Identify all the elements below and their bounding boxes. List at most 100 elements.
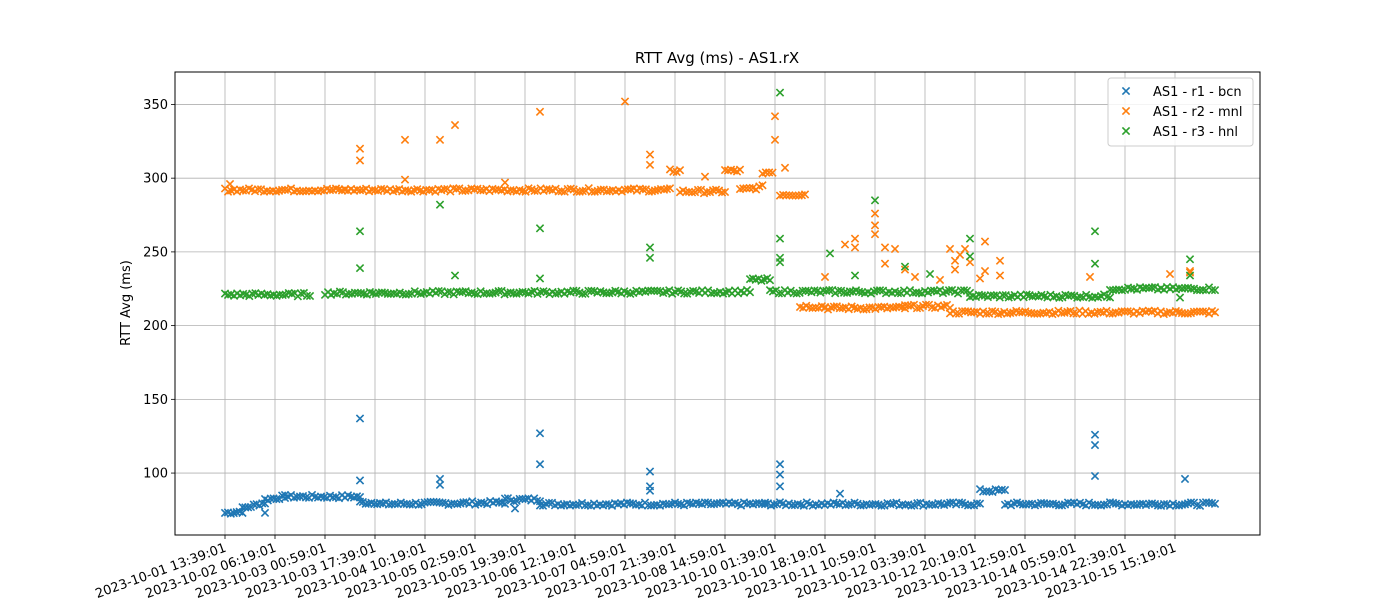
data-point [850,234,860,243]
data-point [1105,309,1114,318]
data-point [774,289,784,298]
y-tick-label: 150 [143,393,168,408]
data-point [870,209,880,218]
data-point [405,500,414,509]
data-point [509,497,518,506]
data-point [1064,291,1073,300]
data-point [482,288,491,298]
y-tick-label: 250 [143,245,168,260]
data-point [470,289,479,298]
data-point [1185,255,1195,264]
data-point [355,497,365,506]
data-point [1198,285,1208,295]
data-point [921,300,931,309]
data-point [890,244,900,254]
data-point [673,499,683,509]
data-point [355,414,365,423]
data-point [443,287,452,297]
data-point [453,499,462,509]
data-point [535,501,545,510]
data-point [1153,501,1163,510]
data-point [578,186,587,196]
data-point [645,467,655,476]
data-point [1090,471,1100,481]
data-point [745,183,754,193]
data-point [535,107,545,116]
data-point [787,501,797,510]
data-point [535,429,545,438]
data-point [854,287,864,296]
legend-label-r3: AS1 - r3 - hnl [1153,125,1238,140]
data-point [859,305,868,314]
data-point [355,227,365,236]
data-point [253,185,263,194]
data-point [355,144,365,153]
data-point [1198,307,1208,316]
data-point [329,289,339,298]
data-point [1076,292,1085,302]
data-point [401,186,410,195]
data-point [355,263,365,273]
data-point [1180,474,1190,484]
data-point [782,191,791,200]
data-point [355,186,365,195]
data-point [518,287,527,297]
marks-layer [220,88,1220,518]
data-point [1111,499,1121,508]
data-point [805,303,814,312]
data-point [850,271,860,280]
data-point [260,508,270,518]
data-point [945,498,955,507]
data-point [578,289,587,298]
data-point [702,187,712,197]
data-point [844,500,853,509]
data-point [745,288,755,297]
data-point [829,302,839,311]
data-point [835,489,845,498]
data-point [820,272,830,282]
data-point [535,460,545,469]
data-point [1147,283,1157,292]
data-point [225,179,235,189]
series-2-marks [220,97,1220,319]
data-point [977,291,987,300]
data-point [325,185,335,195]
data-point [808,303,817,313]
data-point [435,200,445,209]
data-point [374,288,384,298]
data-point [1210,499,1220,508]
data-point [865,303,874,312]
data-point [775,482,785,491]
data-point [1069,309,1078,318]
data-point [226,509,235,518]
chart-title: RTT Avg (ms) - AS1.rX [635,49,799,67]
data-point [966,500,976,510]
data-point [425,185,434,195]
legend-entry-r2: AS1 - r2 - mnl [1121,105,1242,120]
data-point [775,460,785,469]
data-point [1067,291,1076,300]
legend-label-r1: AS1 - r1 - bcn [1153,85,1242,100]
y-tick-label: 100 [143,467,168,482]
data-point [1090,227,1100,236]
data-point [981,309,991,318]
legend-marker-glyph [1121,86,1131,96]
data-point [1055,293,1064,303]
data-point [238,186,248,195]
data-point [788,191,797,200]
series-3-marks [220,88,1220,303]
data-point [700,498,710,507]
data-point [377,288,387,297]
data-point [679,289,689,298]
data-point [960,307,970,316]
data-point [452,184,461,194]
data-point [435,480,445,490]
legend-marker-r2 [1121,106,1131,116]
data-point [840,240,850,249]
data-point [900,262,910,271]
data-point [894,302,904,311]
data-point [275,290,284,299]
data-point [693,185,703,195]
